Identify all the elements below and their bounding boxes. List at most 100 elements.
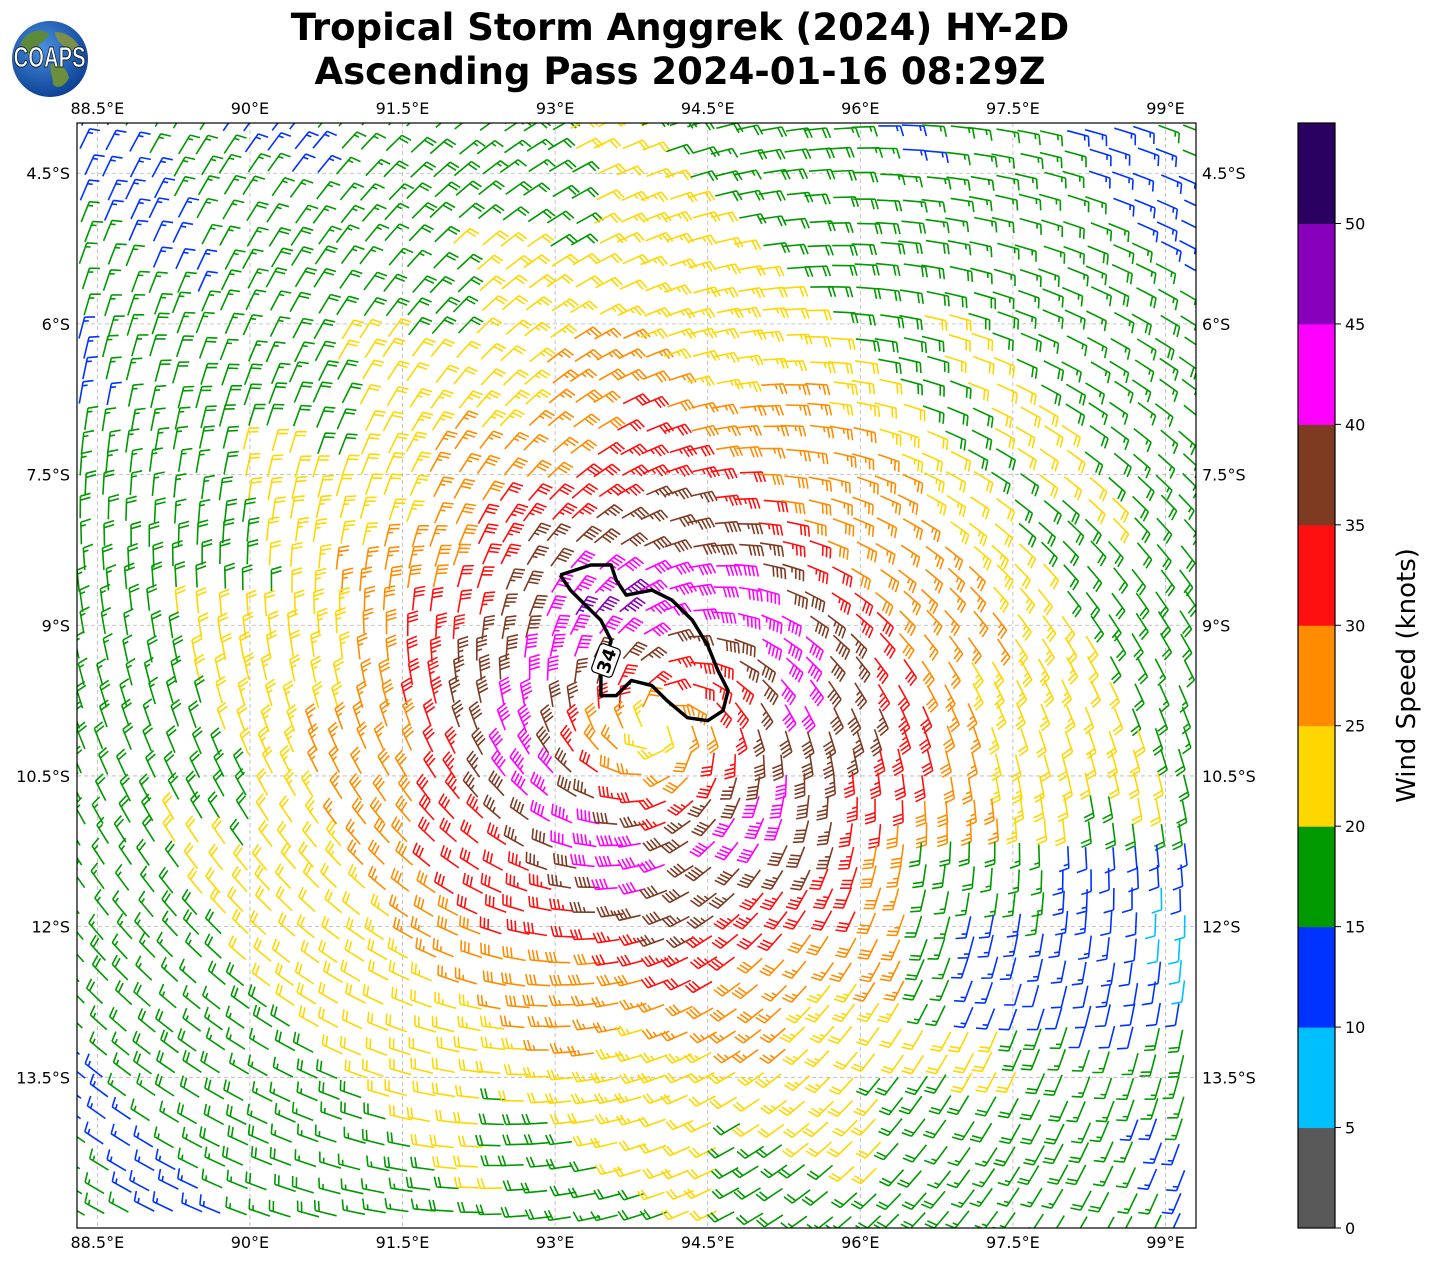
wind-barb bbox=[735, 727, 748, 756]
colorbar-tick-label: 35 bbox=[1345, 516, 1365, 535]
wind-barb bbox=[1161, 1192, 1182, 1215]
wind-barb bbox=[270, 247, 294, 268]
wind-barb bbox=[641, 395, 670, 409]
wind-barb bbox=[1085, 752, 1097, 781]
wind-barb bbox=[906, 1003, 929, 1025]
wind-barb bbox=[405, 431, 428, 452]
wind-barb bbox=[102, 219, 123, 242]
wind-barb bbox=[714, 868, 740, 886]
wind-barb bbox=[619, 816, 647, 829]
wind-barb bbox=[972, 355, 995, 375]
wind-barb bbox=[617, 419, 645, 432]
wind-barb bbox=[972, 683, 984, 711]
wind-barb bbox=[902, 199, 928, 213]
wind-barb bbox=[1052, 890, 1065, 916]
wind-barb bbox=[130, 198, 151, 220]
wind-barb bbox=[502, 522, 525, 543]
wind-barb bbox=[1011, 776, 1023, 805]
wind-barb bbox=[1135, 592, 1150, 620]
wind-barb bbox=[523, 182, 551, 196]
wind-barb bbox=[572, 1135, 600, 1147]
wind-barb bbox=[1048, 934, 1063, 959]
wind-barb bbox=[111, 1031, 130, 1056]
wind-barb bbox=[476, 454, 501, 474]
wind-barb bbox=[689, 234, 717, 246]
wind-barb bbox=[318, 981, 339, 1004]
wind-barb bbox=[758, 522, 784, 536]
wind-barb bbox=[663, 820, 691, 835]
wind-barb bbox=[827, 285, 854, 298]
wind-barb bbox=[833, 381, 859, 396]
wind-barb bbox=[172, 123, 178, 129]
wind-barb bbox=[593, 463, 621, 478]
wind-barb bbox=[1042, 1143, 1064, 1165]
wind-barb bbox=[898, 356, 922, 374]
wind-barb bbox=[131, 270, 150, 293]
wind-barb bbox=[897, 429, 920, 449]
wind-barb bbox=[687, 375, 715, 387]
wind-barb bbox=[209, 887, 226, 914]
wind-barb bbox=[270, 362, 291, 385]
wind-barb bbox=[127, 383, 144, 407]
wind-barb bbox=[236, 703, 248, 732]
wind-barb bbox=[1109, 681, 1121, 710]
wind-barb bbox=[274, 1173, 296, 1193]
wind-barb bbox=[567, 974, 595, 986]
wind-barb bbox=[363, 271, 388, 291]
wind-barb bbox=[687, 635, 715, 647]
wind-barb bbox=[100, 606, 112, 635]
wind-barb bbox=[544, 951, 571, 964]
wind-barb bbox=[801, 705, 816, 734]
wind-barb bbox=[479, 430, 504, 449]
wind-barb bbox=[410, 1133, 435, 1149]
wind-barb bbox=[226, 1169, 248, 1190]
wind-barb bbox=[854, 263, 880, 276]
wind-barb bbox=[505, 568, 526, 590]
wind-barb bbox=[595, 595, 620, 614]
wind-barb bbox=[1018, 543, 1037, 569]
wind-barb bbox=[526, 138, 555, 152]
wind-barb bbox=[210, 727, 222, 756]
wind-barb bbox=[222, 518, 235, 544]
wind-barb bbox=[423, 750, 437, 779]
wind-barb bbox=[687, 190, 716, 202]
wind-barb bbox=[520, 1182, 548, 1194]
wind-barb bbox=[481, 614, 496, 640]
wind-barb bbox=[921, 335, 945, 353]
wind-barb bbox=[1090, 361, 1111, 384]
wind-barb bbox=[949, 587, 967, 614]
wind-barb bbox=[638, 1142, 667, 1154]
wind-barb bbox=[340, 520, 356, 544]
wind-barb bbox=[713, 913, 740, 930]
wind-barb bbox=[615, 1114, 644, 1126]
wind-barb bbox=[1162, 1076, 1180, 1100]
wind-barb bbox=[955, 916, 972, 940]
wind-barb bbox=[106, 1149, 127, 1172]
wind-barb bbox=[806, 1164, 834, 1181]
colorbar-bin bbox=[1298, 123, 1335, 224]
wind-barb bbox=[383, 1156, 408, 1172]
wind-barb bbox=[343, 1126, 366, 1144]
wind-barb bbox=[1171, 823, 1183, 851]
colorbar-tick-label: 20 bbox=[1345, 817, 1365, 836]
wind-barb bbox=[983, 798, 995, 826]
wind-barb bbox=[876, 708, 889, 737]
wind-barb bbox=[200, 405, 217, 429]
wind-barb bbox=[929, 1031, 952, 1052]
wind-barb bbox=[853, 517, 875, 537]
wind-barb bbox=[1152, 772, 1164, 801]
wind-barb bbox=[851, 379, 876, 395]
wind-barb bbox=[782, 910, 806, 930]
wind-barb bbox=[411, 525, 430, 548]
wind-barb bbox=[125, 244, 145, 267]
wind-barb bbox=[429, 586, 444, 612]
wind-barb bbox=[1113, 452, 1132, 478]
wind-barb bbox=[592, 811, 618, 825]
wind-barb bbox=[622, 641, 648, 660]
wind-barb bbox=[995, 427, 1016, 450]
wind-barb bbox=[666, 232, 694, 244]
wind-barb bbox=[79, 492, 91, 519]
wind-barb bbox=[715, 494, 742, 507]
wind-barb bbox=[736, 957, 763, 974]
wind-barb bbox=[267, 454, 284, 478]
